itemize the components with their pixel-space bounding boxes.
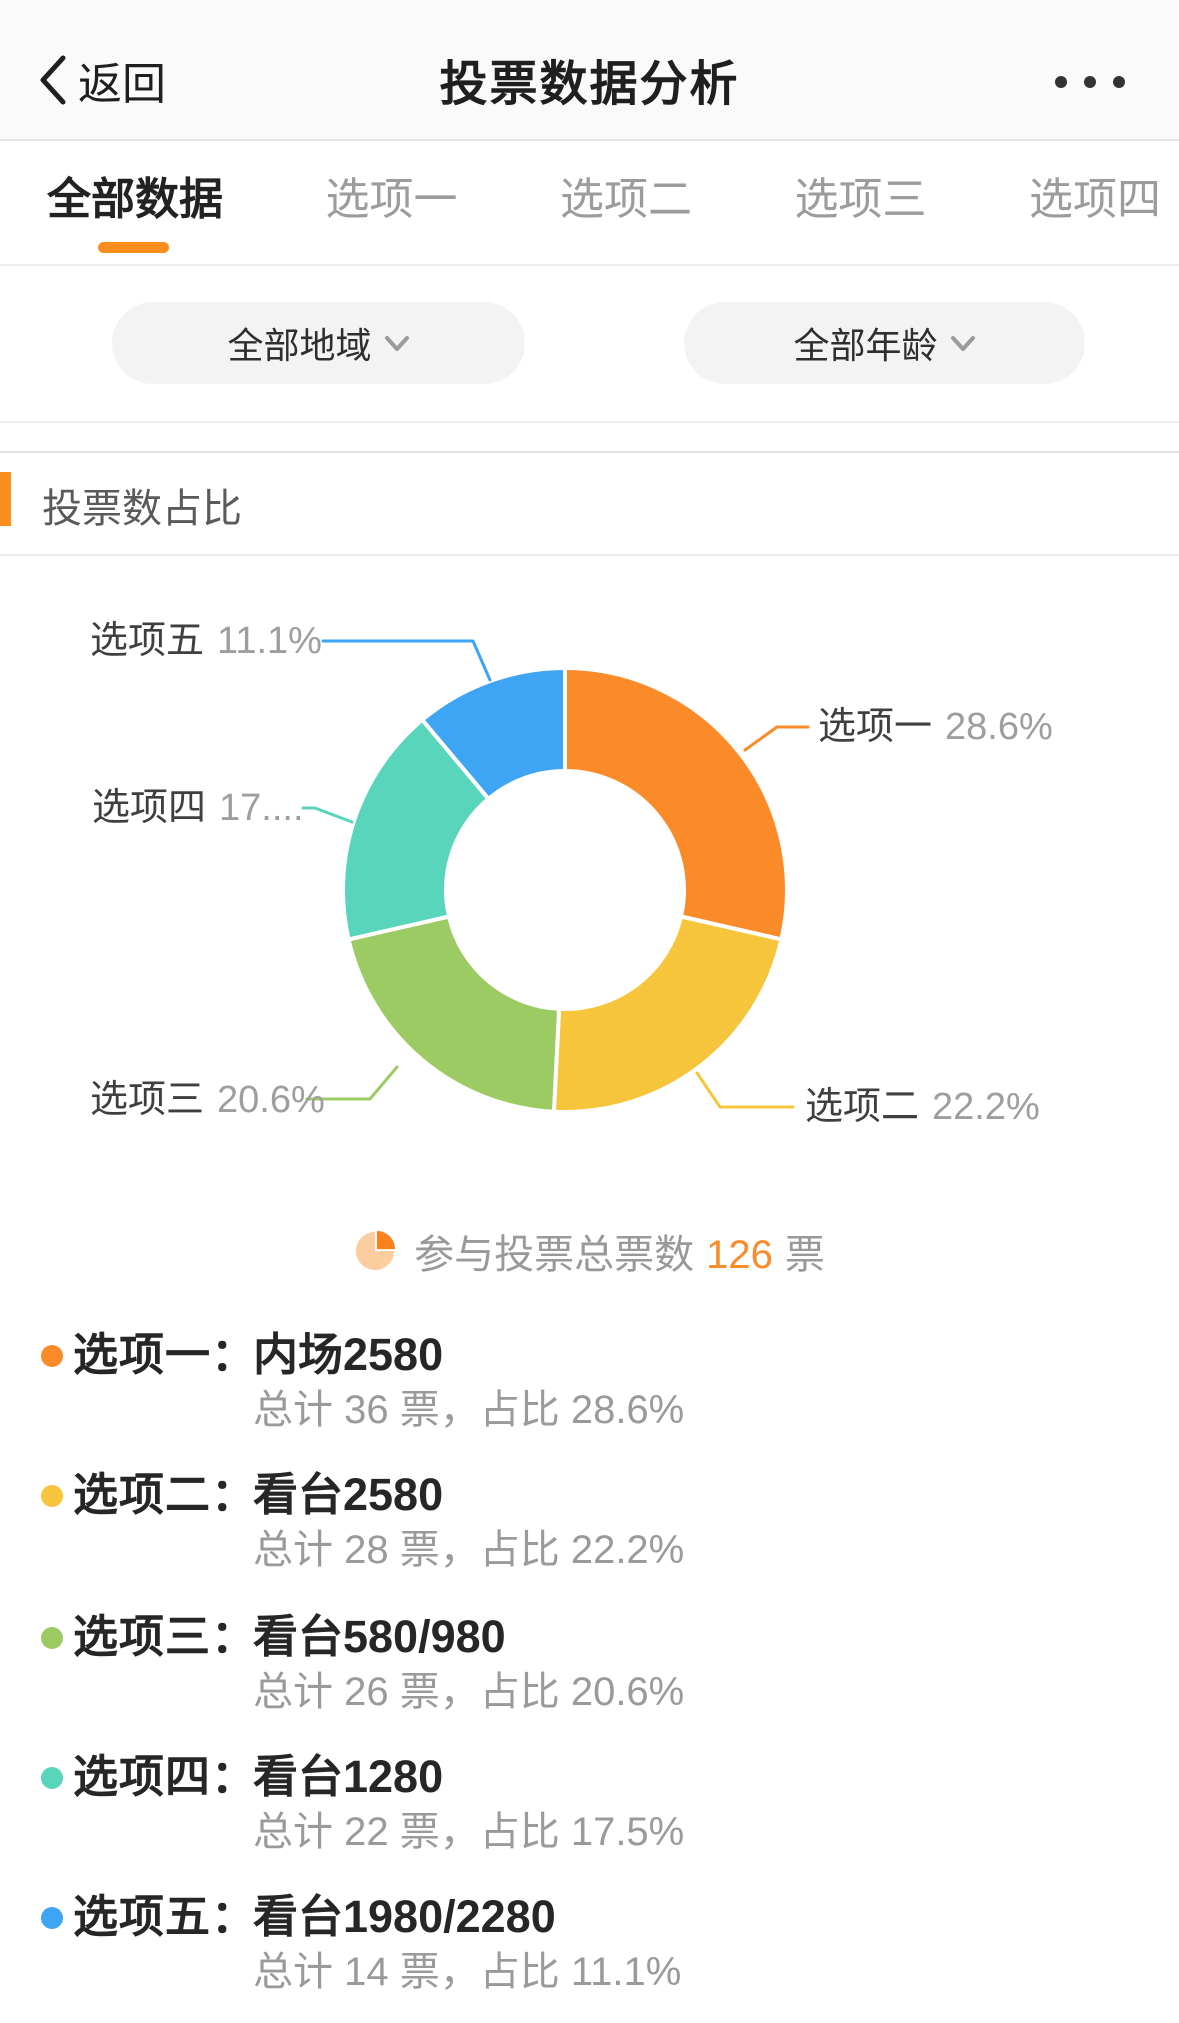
- tab-bar: 全部数据 选项一 选项二 选项三 选项四: [0, 143, 1179, 266]
- option-detail: 总计 14 票，占比 11.1%: [253, 1950, 682, 1994]
- pie-icon-body: [356, 1231, 395, 1271]
- chart-label-option-5: 选项五 11.1%: [90, 620, 322, 662]
- active-tab-indicator: [98, 242, 169, 253]
- pie-slice-选项三[interactable]: [346, 914, 562, 1114]
- option-name: 选项二：: [73, 1469, 258, 1520]
- option-value: 看台1980/2280: [253, 1891, 556, 1942]
- ellipsis-icon: [1084, 76, 1096, 88]
- tab-option-2[interactable]: 选项二: [560, 174, 692, 224]
- label-leader-line: [743, 725, 810, 752]
- option-detail: 总计 28 票，占比 22.2%: [253, 1528, 685, 1572]
- filter-row: 全部地域 全部年龄: [0, 266, 1179, 423]
- option-name: 选项三：: [73, 1611, 258, 1662]
- legend-dot: [41, 1485, 63, 1507]
- label-leader-line: [305, 1065, 399, 1101]
- chevron-down-icon: [384, 335, 409, 351]
- option-value: 看台580/980: [253, 1611, 506, 1662]
- age-filter-label: 全部年龄: [793, 325, 938, 366]
- option-row-3: 选项三： 看台580/980 总计 26 票，占比 20.6%: [0, 1611, 1179, 1743]
- label-leader-line: [695, 1071, 795, 1109]
- section-title: 投票数占比: [42, 487, 242, 531]
- nav-bar: 返回 投票数据分析: [0, 0, 1179, 141]
- option-value: 内场2580: [253, 1329, 444, 1380]
- option-name: 选项一：: [73, 1329, 258, 1380]
- region-filter-label: 全部地域: [227, 325, 372, 366]
- option-row-1: 选项一： 内场2580 总计 36 票，占比 28.6%: [0, 1329, 1179, 1461]
- back-chevron-icon: [40, 55, 66, 105]
- chart-label-option-2: 选项二 22.2%: [805, 1086, 1040, 1128]
- pie-icon: [356, 1230, 396, 1271]
- chart-label-option-3: 选项三 20.6%: [90, 1079, 325, 1121]
- legend-dot: [41, 1345, 63, 1367]
- donut-chart[interactable]: [0, 560, 1179, 1220]
- option-row-5: 选项五： 看台1980/2280 总计 14 票，占比 11.1%: [0, 1891, 1179, 2023]
- section-head: 投票数占比: [0, 468, 1179, 556]
- option-name: 选项四：: [73, 1751, 258, 1802]
- tab-all-data[interactable]: 全部数据: [47, 174, 223, 224]
- option-value: 看台2580: [253, 1469, 444, 1520]
- total-votes-row: 参与投票总票数 126 票: [0, 1222, 1179, 1280]
- region-filter-dropdown[interactable]: 全部地域: [112, 302, 525, 384]
- option-detail: 总计 36 票，占比 28.6%: [253, 1388, 685, 1432]
- option-value: 看台1280: [253, 1751, 444, 1802]
- legend-dot: [41, 1767, 63, 1789]
- legend-dot: [41, 1627, 63, 1649]
- label-leader-line: [301, 806, 354, 824]
- option-row-2: 选项二： 看台2580 总计 28 票，占比 22.2%: [0, 1469, 1179, 1601]
- section-accent-bar: [0, 472, 11, 526]
- option-name: 选项五：: [73, 1891, 258, 1942]
- tab-option-1[interactable]: 选项一: [325, 174, 458, 224]
- pie-icon-slice: [377, 1230, 396, 1250]
- age-filter-dropdown[interactable]: 全部年龄: [684, 302, 1085, 384]
- back-button[interactable]: 返回: [38, 48, 166, 112]
- pie-slice-选项四[interactable]: [341, 717, 491, 942]
- pie-slice-选项二[interactable]: [551, 914, 784, 1114]
- total-votes-count: 126: [706, 1233, 773, 1277]
- option-detail: 总计 22 票，占比 17.5%: [253, 1810, 685, 1854]
- pie-slice-选项一[interactable]: [563, 666, 789, 942]
- total-votes-text: 参与投票总票数 126 票: [414, 1233, 825, 1277]
- option-row-4: 选项四： 看台1280 总计 22 票，占比 17.5%: [0, 1751, 1179, 1883]
- ellipsis-icon: [1113, 76, 1125, 88]
- chart-label-option-1: 选项一 28.6%: [818, 706, 1053, 748]
- label-leader-line: [321, 639, 492, 682]
- option-detail: 总计 26 票，占比 20.6%: [253, 1670, 685, 1714]
- module-separator: [0, 451, 1179, 453]
- back-label: 返回: [78, 60, 166, 109]
- tab-option-4[interactable]: 选项四: [1029, 174, 1161, 224]
- chart-label-option-4: 选项四 17....: [92, 787, 304, 829]
- ellipsis-icon: [1055, 76, 1067, 88]
- page-title: 投票数据分析: [439, 58, 740, 111]
- legend-dot: [41, 1907, 63, 1929]
- chevron-down-icon: [950, 335, 975, 351]
- more-button[interactable]: [1055, 62, 1125, 102]
- tab-option-3[interactable]: 选项三: [794, 174, 927, 224]
- pie-slice-选项五[interactable]: [420, 666, 567, 801]
